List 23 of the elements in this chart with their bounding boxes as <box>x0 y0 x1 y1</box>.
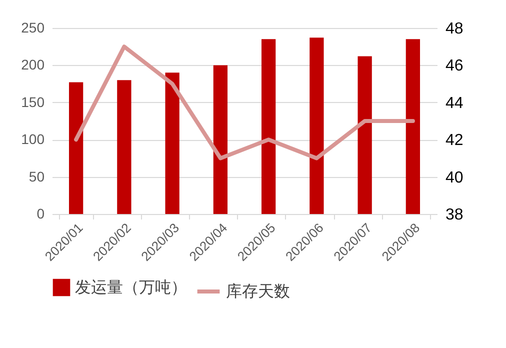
y2-tick-label: 48 <box>446 20 464 38</box>
y-tick-label: 250 <box>21 20 45 36</box>
y2-tick-label: 42 <box>446 132 464 150</box>
bar <box>406 39 420 214</box>
legend-label: 发运量（万吨） <box>75 278 187 296</box>
bar <box>117 80 132 214</box>
y-tick-label: 0 <box>36 206 45 222</box>
line-series <box>74 44 415 160</box>
y2-tick-label: 38 <box>446 206 464 224</box>
bar <box>68 82 84 214</box>
y2-tick-label: 44 <box>446 94 464 112</box>
legend-label: 库存天数 <box>226 282 290 300</box>
y-tick-label: 150 <box>21 94 45 110</box>
bar <box>310 38 324 214</box>
bar <box>165 72 180 214</box>
y-tick-label: 100 <box>21 131 45 148</box>
y2-tick-label: 40 <box>446 169 464 186</box>
y2-tick-label: 46 <box>446 58 464 75</box>
y-tick-label: 200 <box>21 56 45 73</box>
bar <box>213 65 228 214</box>
y-tick-label: 50 <box>28 168 45 184</box>
bar <box>358 56 372 214</box>
bar <box>261 39 276 214</box>
